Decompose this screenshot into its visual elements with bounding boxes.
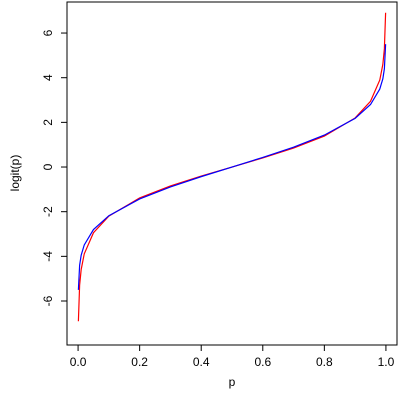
- x-axis-label: p: [229, 375, 236, 389]
- x-tick-label: 1.0: [378, 355, 395, 369]
- x-tick-label: 0.2: [131, 355, 148, 369]
- y-tick-label: 2: [41, 119, 55, 126]
- y-tick-label: 4: [41, 74, 55, 81]
- series-line: [77, 44, 387, 290]
- y-tick-label: 6: [41, 29, 55, 36]
- y-tick-label: 0: [41, 163, 55, 170]
- plot-box: [66, 1, 398, 346]
- y-tick-label: -2: [41, 206, 55, 217]
- x-tick-label: 0.8: [316, 355, 333, 369]
- x-tick-label: 0.6: [254, 355, 271, 369]
- x-tick-label: 0.4: [193, 355, 210, 369]
- y-tick-label: -4: [41, 251, 55, 262]
- y-tick-label: -6: [41, 295, 55, 306]
- x-tick-label: 0.0: [70, 355, 87, 369]
- y-axis-label: logit(p): [8, 155, 22, 192]
